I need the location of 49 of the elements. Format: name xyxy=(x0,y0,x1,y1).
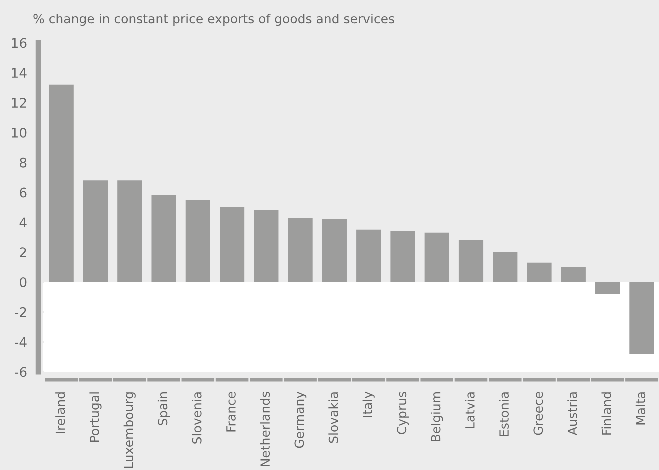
y-tick-label: -4 xyxy=(15,337,27,348)
bar xyxy=(152,196,176,282)
x-tick-label: Luxembourg xyxy=(124,392,136,468)
x-tick-label: Estonia xyxy=(499,392,510,436)
y-tick-label: 16 xyxy=(12,38,27,48)
bar xyxy=(493,252,518,282)
x-tick-label: Belgium xyxy=(431,392,444,442)
x-tick-label: Cyprus xyxy=(397,392,410,434)
x-tick-label: Netherlands xyxy=(260,392,270,466)
bar xyxy=(561,267,586,282)
y-tick-label: 14 xyxy=(12,68,27,78)
x-tick-label: Italy xyxy=(362,392,375,418)
x-tick-label: Germany xyxy=(294,392,307,448)
y-tick-label: 10 xyxy=(12,128,27,138)
y-tick-label: 0 xyxy=(20,277,27,288)
bar xyxy=(49,84,74,282)
bar xyxy=(424,232,450,282)
bar xyxy=(596,282,620,294)
x-tick-label: Latvia xyxy=(465,392,475,428)
y-tick-label: -6 xyxy=(15,367,27,378)
y-tick-label: -2 xyxy=(15,307,26,318)
bar xyxy=(83,180,108,282)
y-tick-label: 4 xyxy=(20,218,27,228)
x-tick-label: Spain xyxy=(158,392,170,426)
y-tick-label: 12 xyxy=(12,98,26,108)
bar xyxy=(186,200,210,282)
x-tick-label: Portugal xyxy=(90,392,102,442)
y-tick-label: 2 xyxy=(20,248,26,258)
y-tick-label: 8 xyxy=(20,158,27,168)
bar xyxy=(254,210,279,282)
y-tick-label: 6 xyxy=(20,188,27,198)
bar xyxy=(118,180,142,282)
x-tick-label: Slovenia xyxy=(192,392,202,444)
x-tick-label: Malta xyxy=(636,392,646,425)
x-tick-label: Ireland xyxy=(56,392,66,434)
bar xyxy=(322,219,347,282)
x-tick-label: France xyxy=(226,392,236,432)
bar xyxy=(390,231,416,282)
bar xyxy=(527,262,552,282)
bar xyxy=(630,282,654,354)
x-tick-label: Greece xyxy=(534,392,544,436)
x-tick-label: Austria xyxy=(568,392,578,436)
bar xyxy=(356,230,382,282)
chart-title: % change in constant price exports of goods and services xyxy=(34,14,394,26)
x-tick-label: Finland xyxy=(602,392,612,435)
x-tick-label: Slovakia xyxy=(328,392,338,444)
bar xyxy=(458,240,484,282)
bar xyxy=(288,218,313,282)
bar xyxy=(220,208,245,282)
